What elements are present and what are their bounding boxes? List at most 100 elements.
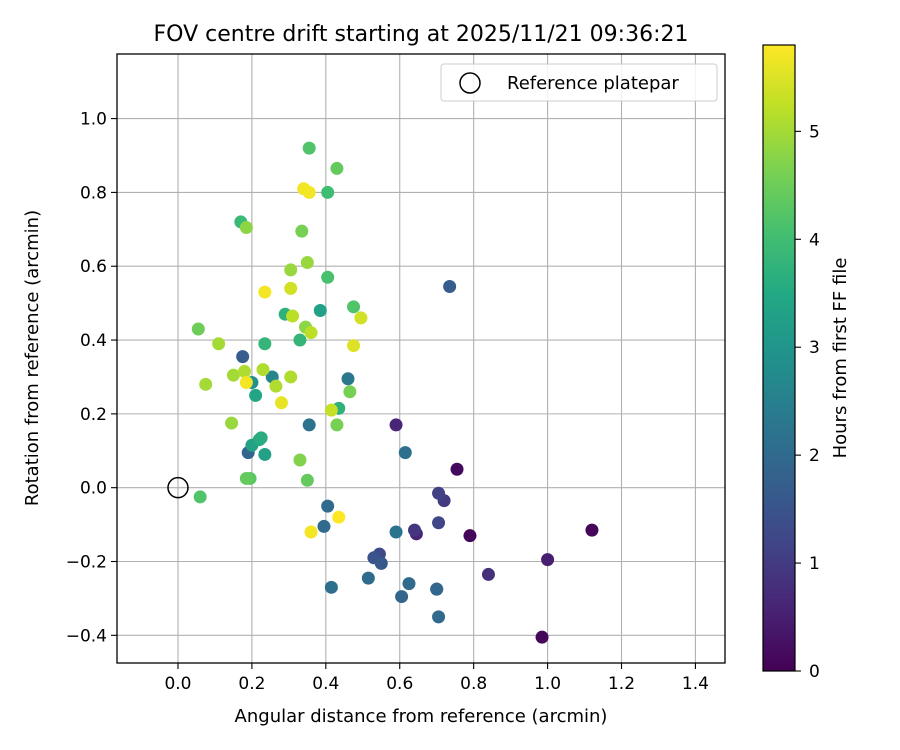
scatter-point [354, 311, 368, 325]
scatter-point [321, 270, 335, 284]
scatter-point [463, 529, 477, 543]
reference-marker [167, 476, 189, 499]
scatter-point [481, 567, 495, 581]
scatter-point [313, 304, 327, 318]
scatter-point [236, 350, 250, 364]
scatter-point [258, 447, 272, 461]
scatter-point [191, 322, 205, 336]
y-tick-label: 0.8 [80, 183, 107, 203]
colorbar-tick-label: 1 [809, 554, 820, 574]
scatter-point [302, 185, 316, 199]
x-tick-label: 1.0 [534, 674, 561, 694]
colorbar-ticks: 0 1 2 3 4 5 [795, 122, 820, 682]
y-tick-label: 0.4 [80, 331, 107, 351]
x-tick-label: 0.0 [164, 674, 191, 694]
scatter-point [347, 339, 361, 353]
scatter-point [256, 363, 270, 377]
colorbar-gradient [762, 44, 796, 672]
x-tick-label: 0.2 [238, 674, 265, 694]
colorbar-tick-label: 2 [809, 446, 820, 466]
scatter-point [389, 418, 403, 432]
scatter-point [343, 385, 357, 399]
scatter-point [430, 582, 444, 596]
scatter-point [238, 364, 252, 378]
x-tick-label: 1.4 [682, 674, 709, 694]
scatter-point [284, 370, 298, 384]
scatter-point [225, 416, 239, 430]
scatter-point [258, 337, 272, 351]
colorbar-tick-label: 4 [809, 230, 820, 250]
scatter-point [330, 418, 344, 432]
scatter-point [432, 516, 446, 530]
scatter-point [332, 510, 346, 524]
data-points [191, 141, 599, 644]
scatter-point [535, 630, 549, 644]
scatter-point [398, 446, 412, 460]
x-axis-ticks: 0.0 0.2 0.4 0.6 0.8 1.0 1.2 1.4 [164, 663, 709, 694]
reference-platepar-marker [167, 476, 189, 499]
scatter-point [293, 333, 307, 347]
scatter-point [274, 396, 288, 410]
scatter-point [239, 220, 253, 234]
y-tick-label: 0.2 [80, 405, 107, 425]
scatter-point [321, 185, 335, 199]
scatter-point [258, 285, 272, 299]
scatter-point [212, 337, 226, 351]
scatter-point [302, 141, 316, 155]
scatter-point [304, 525, 318, 539]
colorbar-label: Hours from first FF file [830, 258, 851, 459]
colorbar: 0 1 2 3 4 5 Hours from first FF file [762, 44, 851, 682]
x-tick-label: 1.2 [608, 674, 635, 694]
scatter-point [226, 368, 240, 382]
scatter-point [389, 525, 403, 539]
scatter-point [300, 473, 314, 487]
y-axis-label: Rotation from reference (arcmin) [22, 210, 43, 506]
scatter-point [293, 453, 307, 467]
scatter-point [199, 377, 213, 391]
scatter-point [432, 486, 446, 500]
scatter-point [347, 300, 361, 314]
grid-lines [117, 54, 725, 663]
legend: Reference platepar [440, 63, 718, 102]
colorbar-tick-label: 3 [809, 338, 820, 358]
y-axis-ticks: −0.4 −0.2 0.0 0.2 0.4 0.6 0.8 1.0 [66, 110, 117, 646]
scatter-point [432, 610, 446, 624]
y-tick-label: −0.2 [66, 553, 107, 573]
scatter-point [330, 161, 344, 175]
x-tick-label: 0.6 [386, 674, 413, 694]
scatter-point [284, 263, 298, 277]
scatter-point [295, 224, 309, 238]
legend-box [440, 63, 718, 102]
scatter-point [239, 471, 253, 485]
scatter-point [317, 519, 331, 533]
scatter-point [443, 280, 457, 294]
y-tick-label: −0.4 [66, 626, 107, 646]
scatter-point [254, 431, 268, 445]
scatter-point [408, 523, 422, 537]
scatter-point [284, 281, 298, 295]
scatter-point [541, 553, 555, 567]
scatter-point [324, 403, 338, 417]
scatter-point [302, 418, 316, 432]
scatter-point [402, 577, 416, 591]
colorbar-tick-label: 0 [809, 662, 820, 682]
scatter-point [324, 580, 338, 594]
legend-marker-reference [459, 72, 481, 94]
scatter-point [321, 499, 335, 513]
x-tick-label: 0.4 [312, 674, 339, 694]
scatter-point [395, 590, 409, 604]
scatter-point [249, 388, 263, 402]
scatter-point [585, 523, 599, 537]
scatter-point [450, 462, 464, 476]
x-tick-label: 0.8 [460, 674, 487, 694]
y-tick-label: 0.0 [80, 479, 107, 499]
legend-label: Reference platepar [507, 73, 679, 94]
scatter-point [374, 556, 388, 570]
plot-frame [116, 53, 726, 664]
scatter-point [300, 256, 314, 270]
scatter-point [286, 309, 300, 323]
y-tick-label: 1.0 [80, 110, 107, 130]
colorbar-tick-label: 5 [809, 122, 820, 142]
scatter-point [269, 379, 283, 393]
